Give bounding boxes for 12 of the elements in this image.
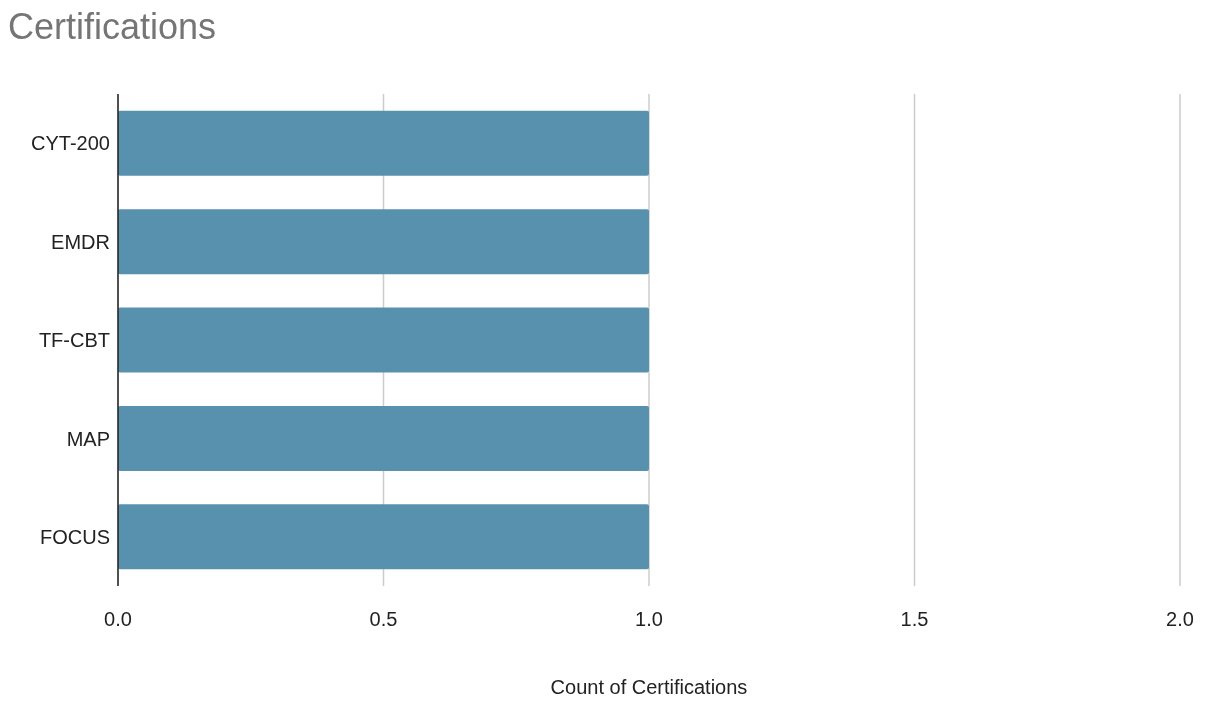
x-tick-label: 1.0	[635, 608, 663, 631]
x-axis-title: Count of Certifications	[549, 676, 749, 699]
x-tick-label: 0.0	[104, 608, 132, 631]
x-tick-label: 0.5	[369, 608, 398, 631]
x-tick-label: 2.0	[1166, 608, 1194, 631]
y-tick-label: FOCUS	[40, 525, 110, 548]
chart-title: Certifications	[8, 6, 217, 48]
y-tick-label: EMDR	[51, 230, 110, 253]
x-tick-label: 1.5	[900, 608, 929, 631]
y-tick-label: MAP	[66, 427, 110, 450]
y-tick-label: CYT-200	[31, 132, 110, 155]
y-tick-label: TF-CBT	[38, 329, 110, 352]
